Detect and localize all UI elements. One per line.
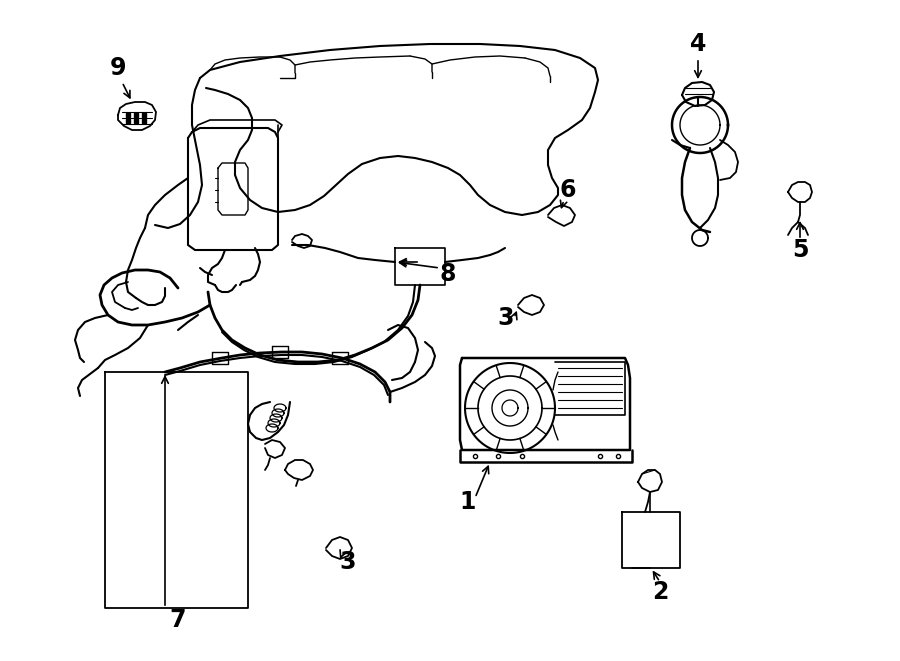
Text: 6: 6 (560, 178, 576, 202)
Text: 8: 8 (440, 262, 456, 286)
Text: 2: 2 (652, 580, 668, 604)
Text: 4: 4 (689, 32, 706, 56)
Text: 3: 3 (340, 550, 356, 574)
Text: 5: 5 (792, 238, 808, 262)
Text: 7: 7 (170, 608, 186, 632)
Text: 3: 3 (498, 306, 514, 330)
Text: 9: 9 (110, 56, 126, 80)
Text: 1: 1 (460, 490, 476, 514)
